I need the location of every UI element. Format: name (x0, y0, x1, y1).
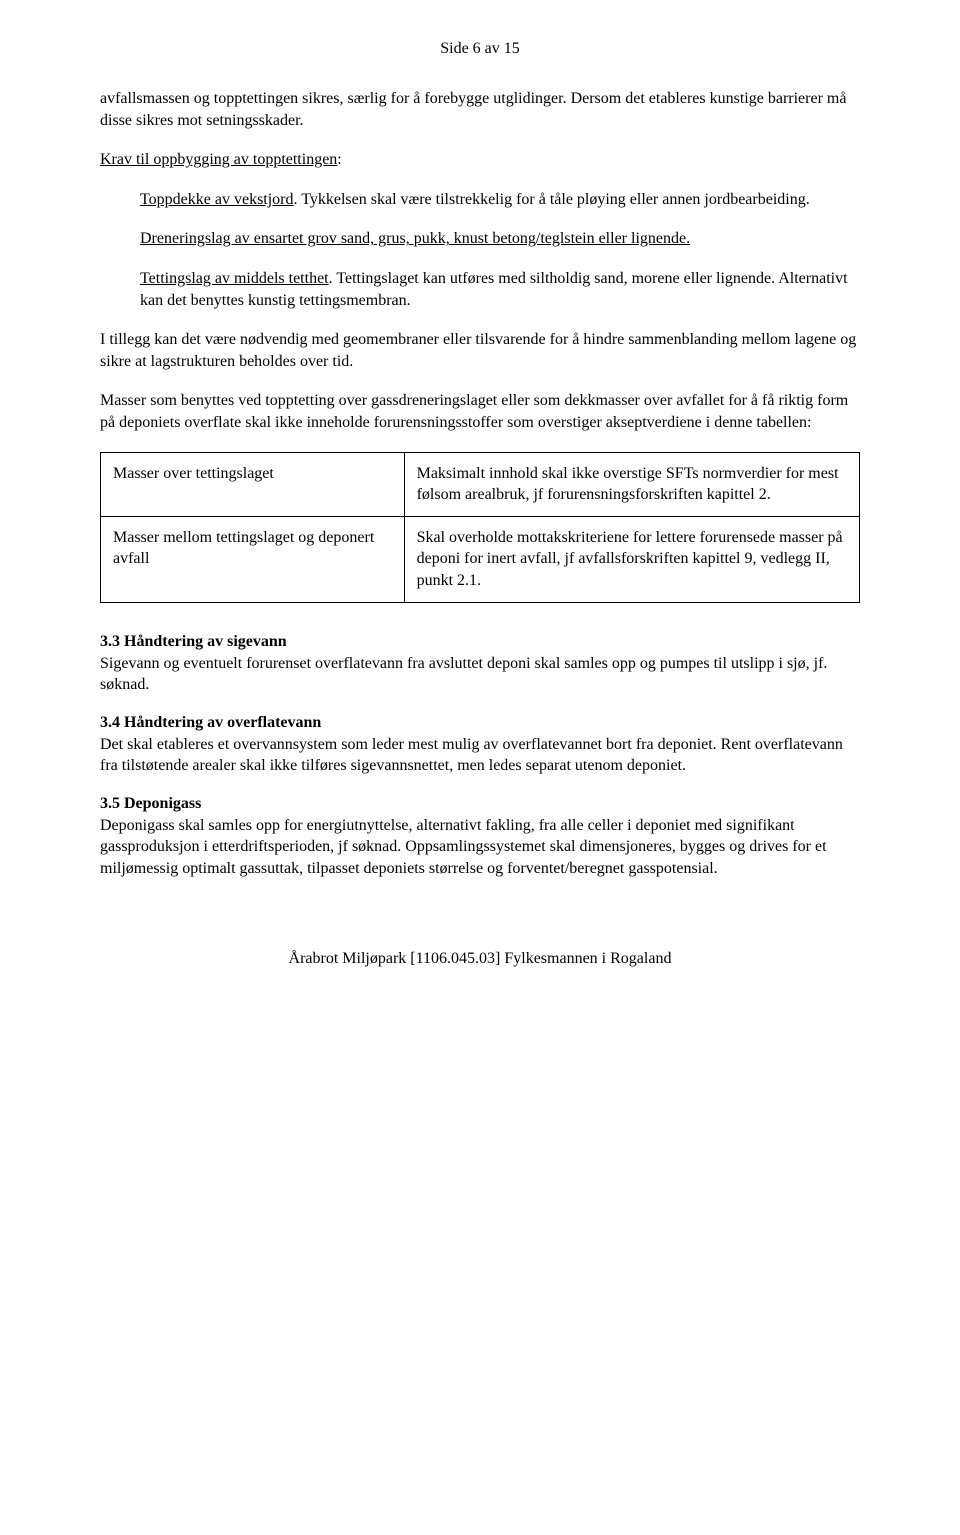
paragraph-krav: Krav til oppbygging av topptettingen: (100, 149, 860, 171)
colon: : (337, 151, 341, 168)
paragraph-intro: avfallsmassen og topptettingen sikres, s… (100, 88, 860, 131)
section-heading-33: 3.3 Håndtering av sigevann (100, 633, 860, 651)
underline-krav: Krav til oppbygging av topptettingen (100, 151, 337, 168)
indent-block: Toppdekke av vekstjord. Tykkelsen skal v… (140, 189, 860, 311)
underline-tettingslag: Tettingslag av middels tetthet (140, 270, 329, 287)
page-container: Side 6 av 15 avfallsmassen og topptettin… (0, 0, 960, 1018)
paragraph-drenering: Dreneringslag av ensartet grov sand, gru… (140, 228, 860, 250)
underline-drenering: Dreneringslag av ensartet grov sand, gru… (140, 230, 690, 247)
section-heading-34: 3.4 Håndtering av overflatevann (100, 714, 860, 732)
page-number: Side 6 av 15 (100, 40, 860, 58)
table-row: Masser mellom tettingslaget og deponert … (101, 516, 860, 602)
section-body-35: Deponigass skal samles opp for energiutn… (100, 815, 860, 880)
underline-toppdekke: Toppdekke av vekstjord (140, 191, 294, 208)
table-cell-left: Masser over tettingslaget (101, 452, 405, 516)
paragraph-masser: Masser som benyttes ved topptetting over… (100, 390, 860, 433)
section-body-33: Sigevann og eventuelt forurenset overfla… (100, 653, 860, 696)
table-cell-left: Masser mellom tettingslaget og deponert … (101, 516, 405, 602)
toppdekke-rest: . Tykkelsen skal være tilstrekkelig for … (294, 191, 810, 208)
section-heading-35: 3.5 Deponigass (100, 795, 860, 813)
page-footer: Årabrot Miljøpark [1106.045.03] Fylkesma… (100, 950, 860, 968)
paragraph-toppdekke: Toppdekke av vekstjord. Tykkelsen skal v… (140, 189, 860, 211)
paragraph-i-tillegg: I tillegg kan det være nødvendig med geo… (100, 329, 860, 372)
criteria-table: Masser over tettingslaget Maksimalt innh… (100, 452, 860, 603)
table-cell-right: Skal overholde mottakskriteriene for let… (404, 516, 859, 602)
table-cell-right: Maksimalt innhold skal ikke overstige SF… (404, 452, 859, 516)
section-body-34: Det skal etableres et overvannsystem som… (100, 734, 860, 777)
paragraph-tettingslag: Tettingslag av middels tetthet. Tettings… (140, 268, 860, 311)
table-row: Masser over tettingslaget Maksimalt innh… (101, 452, 860, 516)
